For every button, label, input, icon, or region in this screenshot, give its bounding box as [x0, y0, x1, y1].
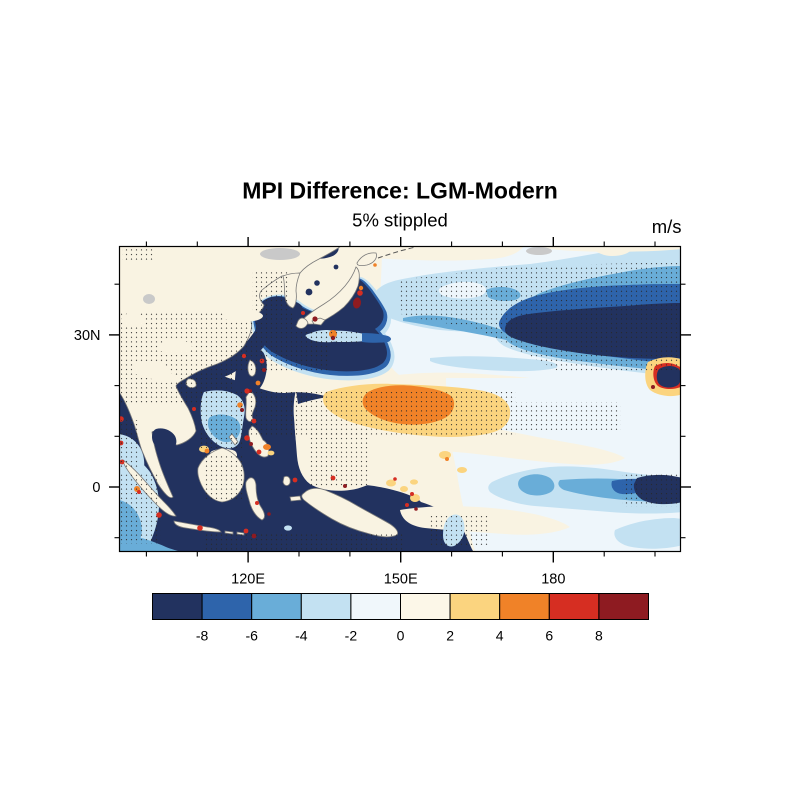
svg-text:0: 0 [397, 628, 405, 644]
svg-text:-6: -6 [245, 628, 258, 644]
svg-text:2: 2 [446, 628, 454, 644]
svg-text:m/s: m/s [652, 216, 682, 237]
svg-text:-8: -8 [196, 628, 209, 644]
svg-text:4: 4 [496, 628, 504, 644]
svg-text:30N: 30N [74, 328, 101, 344]
svg-text:150E: 150E [384, 572, 418, 588]
svg-text:180: 180 [541, 572, 565, 588]
svg-text:0: 0 [92, 480, 100, 496]
svg-text:8: 8 [595, 628, 603, 644]
svg-text:-4: -4 [295, 628, 308, 644]
svg-text:6: 6 [545, 628, 553, 644]
svg-text:MPI Difference: LGM-Modern: MPI Difference: LGM-Modern [242, 178, 558, 204]
svg-text:120E: 120E [231, 572, 265, 588]
svg-text:-2: -2 [345, 628, 358, 644]
svg-text:5% stippled: 5% stippled [352, 210, 448, 231]
